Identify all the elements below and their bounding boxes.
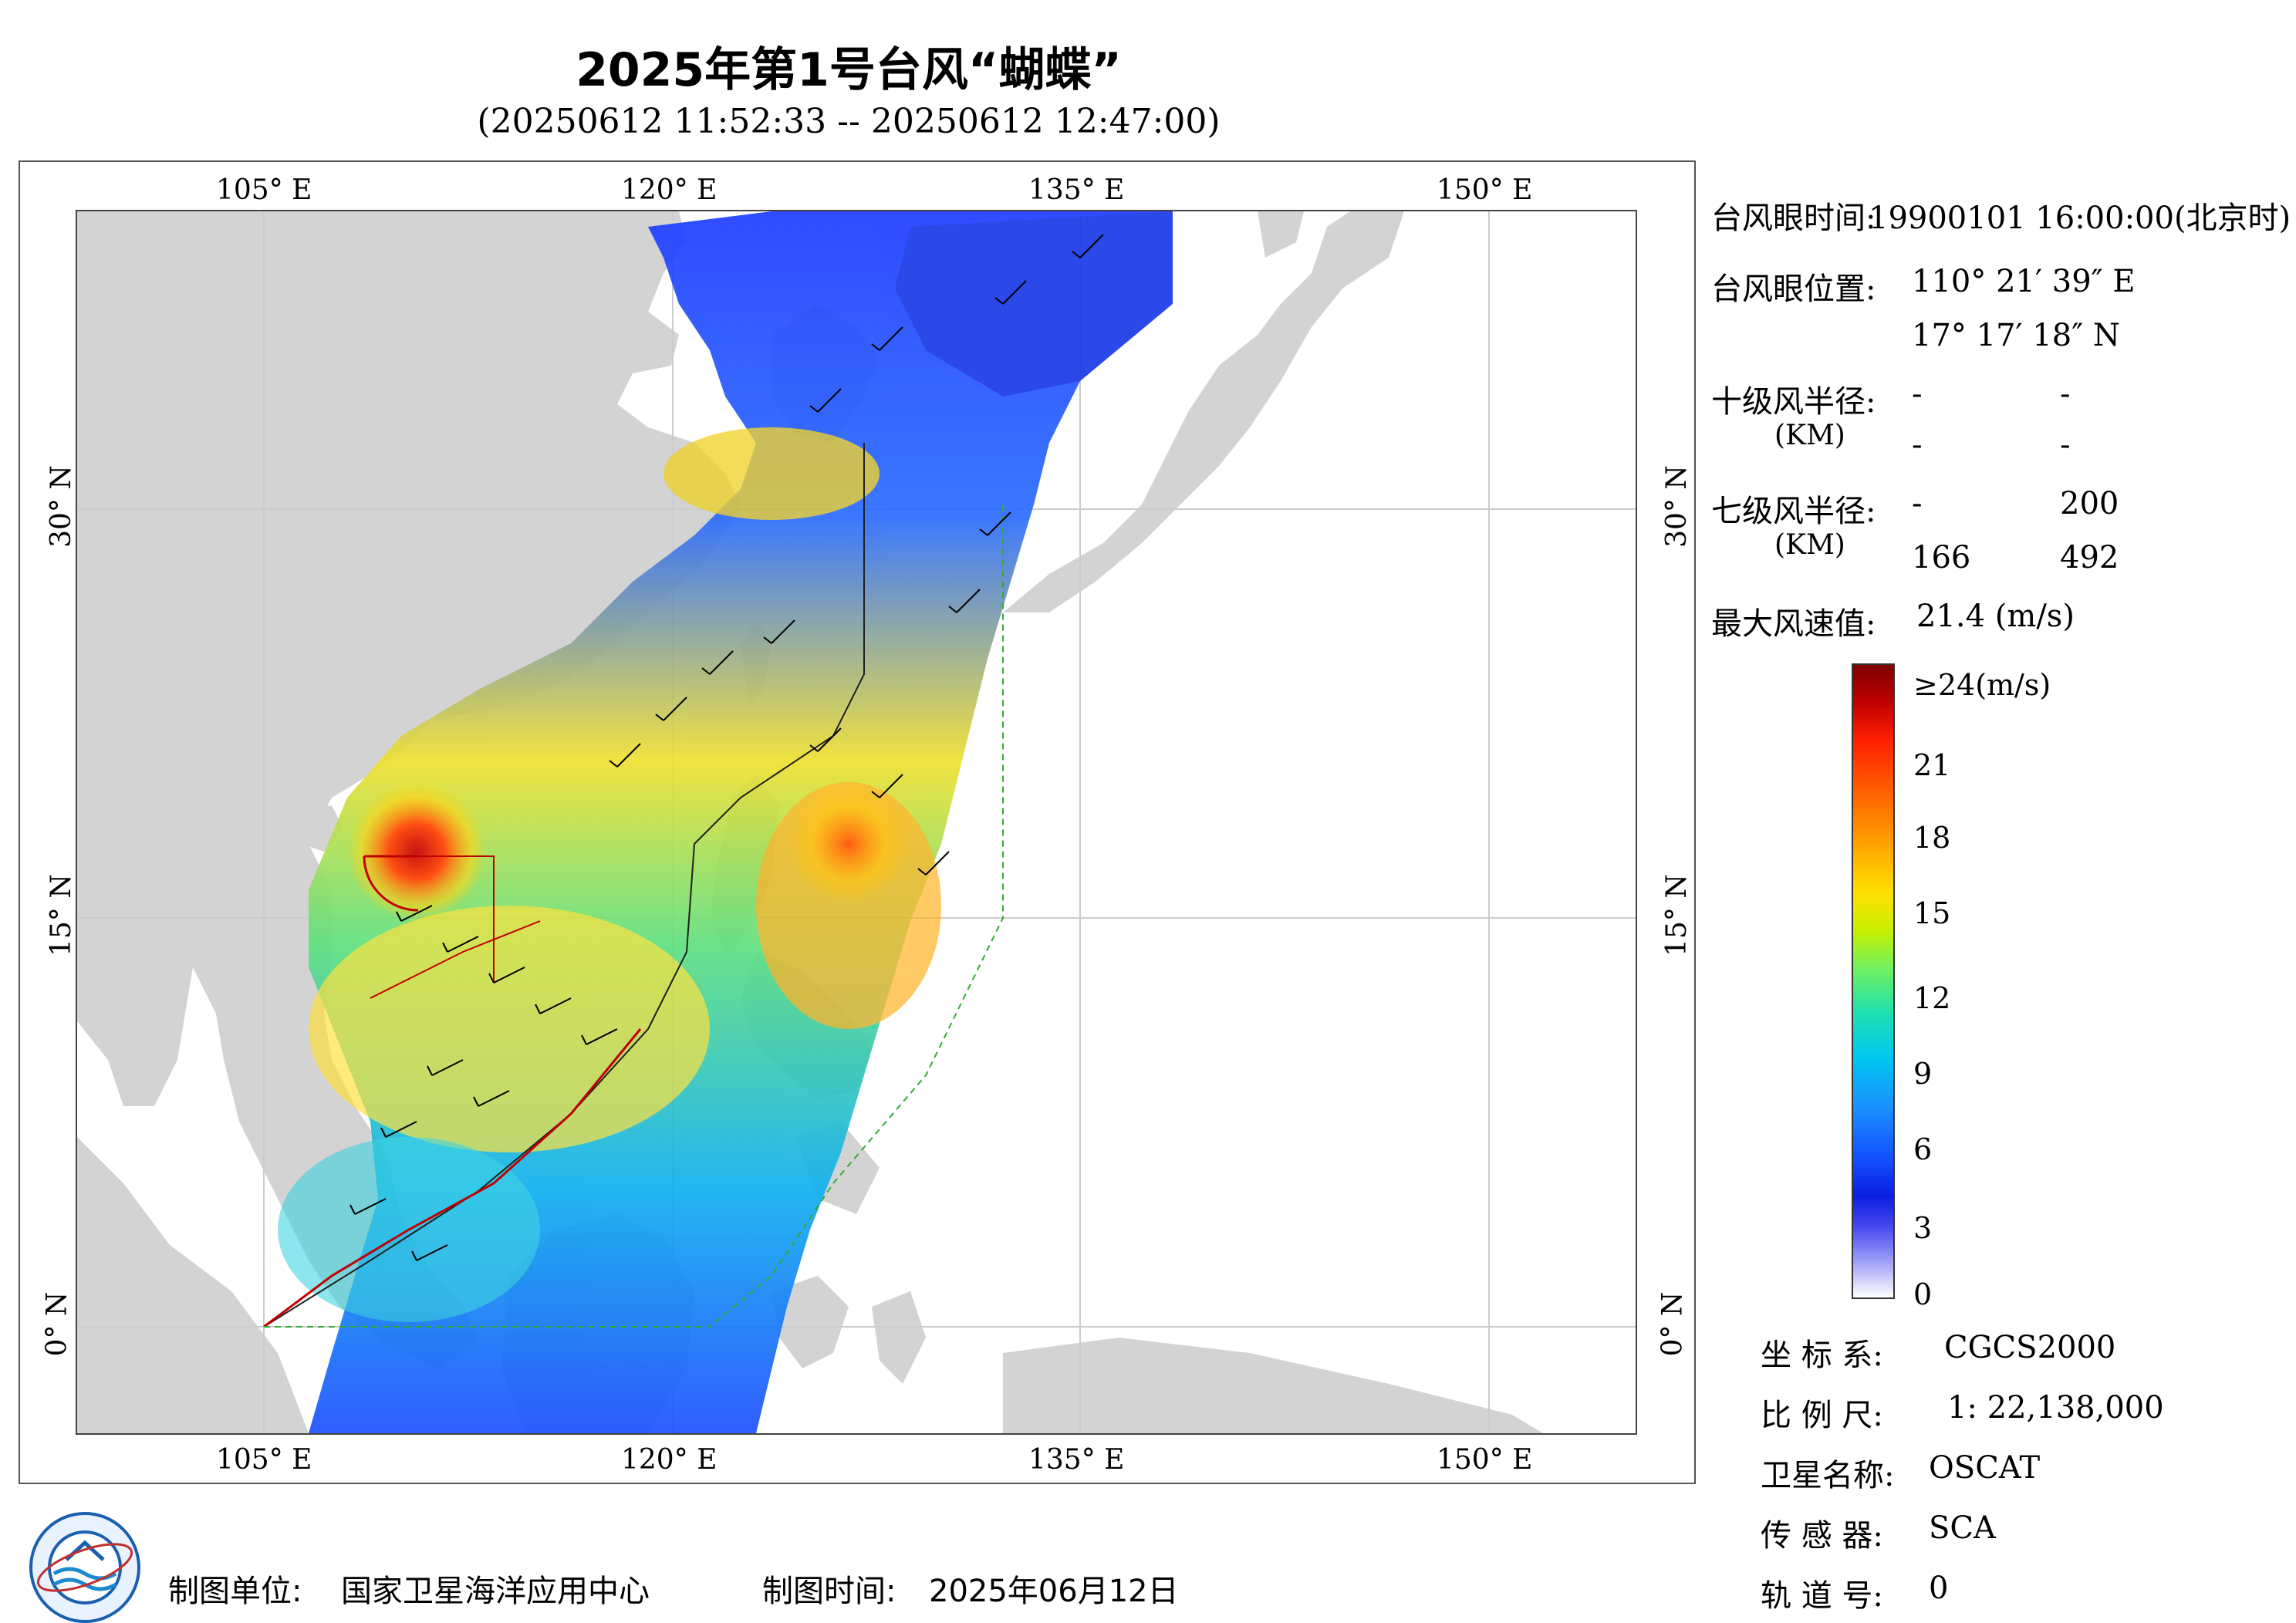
typhoon-track — [263, 443, 1004, 1328]
wind-barbs — [349, 234, 1104, 1261]
r10-value-1: - — [1912, 376, 1923, 412]
r7-value-4: 492 — [2060, 540, 2119, 575]
r10-label: 十级风半径: — [1711, 384, 1876, 420]
lon-label-bottom-150: 150° E — [1437, 1444, 1533, 1476]
colorbar-tick-3: 3 — [1913, 1211, 1933, 1245]
lat-label-right-30: 30° N — [1660, 465, 1693, 548]
lat-label-right-0: 0° N — [1656, 1291, 1689, 1357]
lon-label-bottom-120: 120° E — [621, 1444, 718, 1476]
satellite-value: OSCAT — [1929, 1450, 2041, 1486]
lat-label-left-15: 15° N — [45, 874, 77, 957]
max-wind-label: 最大风速值: — [1711, 606, 1876, 642]
r7-value-1: - — [1912, 486, 1923, 521]
globe-icon — [36, 1530, 133, 1604]
lon-label-top-120: 120° E — [621, 174, 718, 206]
map-svg — [77, 211, 1636, 1433]
map-date-label: 制图时间: — [762, 1574, 896, 1609]
r10-value-4: - — [2060, 427, 2071, 463]
r10-value-3: - — [1912, 427, 1923, 463]
scale-value: 1: 22,138,000 — [1947, 1390, 2164, 1426]
r7-value-3: 166 — [1912, 540, 1971, 575]
r7-label: 七级风半径: — [1711, 494, 1876, 529]
colorbar-tick-21: 21 — [1913, 748, 1951, 782]
lat-label-left-0: 0° N — [41, 1291, 73, 1357]
colorbar-tick-18: 18 — [1913, 821, 1951, 855]
colorbar-top-label: ≥24(m/s) — [1913, 668, 2051, 702]
r10-value-2: - — [2060, 376, 2071, 412]
r7-unit: (KM) — [1774, 529, 1845, 561]
lon-label-bottom-135: 135° E — [1028, 1444, 1125, 1476]
lon-label-top-105: 105° E — [216, 174, 312, 206]
colorbar-tick-6: 6 — [1913, 1132, 1933, 1166]
crs-value: CGCS2000 — [1944, 1330, 2116, 1365]
lat-label-right-15: 15° N — [1660, 874, 1693, 957]
eye-position-label: 台风眼位置: — [1711, 272, 1876, 307]
r10-unit: (KM) — [1774, 420, 1845, 451]
orbit-value: 0 — [1929, 1571, 1949, 1606]
wind-field-map[interactable] — [76, 210, 1637, 1435]
sensor-value: SCA — [1929, 1510, 1996, 1546]
eye-time-label: 台风眼时间: — [1711, 201, 1876, 236]
orbit-label: 轨 道 号: — [1761, 1578, 1883, 1614]
max-wind-value: 21.4 (m/s) — [1916, 599, 2075, 634]
wind-speed-colorbar — [1852, 663, 1895, 1299]
map-title: 2025年第1号台风“蝴蝶” — [576, 43, 1122, 97]
scale-label: 比 例 尺: — [1761, 1398, 1883, 1433]
lon-label-top-135: 135° E — [1028, 174, 1125, 206]
colorbar-tick-12: 12 — [1913, 981, 1951, 1015]
producer-label: 制图单位: — [168, 1574, 302, 1609]
lon-label-bottom-105: 105° E — [216, 1444, 312, 1476]
colorbar-tick-15: 15 — [1913, 896, 1951, 930]
colorbar-tick-9: 9 — [1913, 1057, 1933, 1091]
r7-value-2: 200 — [2060, 486, 2119, 521]
eye-time-value: 19900101 16:00:00(北京时) — [1869, 201, 2291, 236]
map-time-range: (20250612 11:52:33 -- 20250612 12:47:00) — [477, 102, 1221, 141]
agency-logo — [29, 1512, 140, 1623]
sensor-label: 传 感 器: — [1761, 1518, 1883, 1554]
map-date-value: 2025年06月12日 — [929, 1574, 1179, 1609]
lat-label-left-30: 30° N — [45, 465, 77, 548]
eye-latitude: 17° 17′ 18″ N — [1912, 318, 2120, 353]
crs-label: 坐 标 系: — [1761, 1338, 1883, 1373]
eye-longitude: 110° 21′ 39″ E — [1912, 264, 2136, 299]
producer-value: 国家卫星海洋应用中心 — [341, 1574, 650, 1609]
lon-label-top-150: 150° E — [1437, 174, 1533, 206]
colorbar-tick-0: 0 — [1913, 1277, 1933, 1311]
satellite-label: 卫星名称: — [1761, 1458, 1895, 1493]
